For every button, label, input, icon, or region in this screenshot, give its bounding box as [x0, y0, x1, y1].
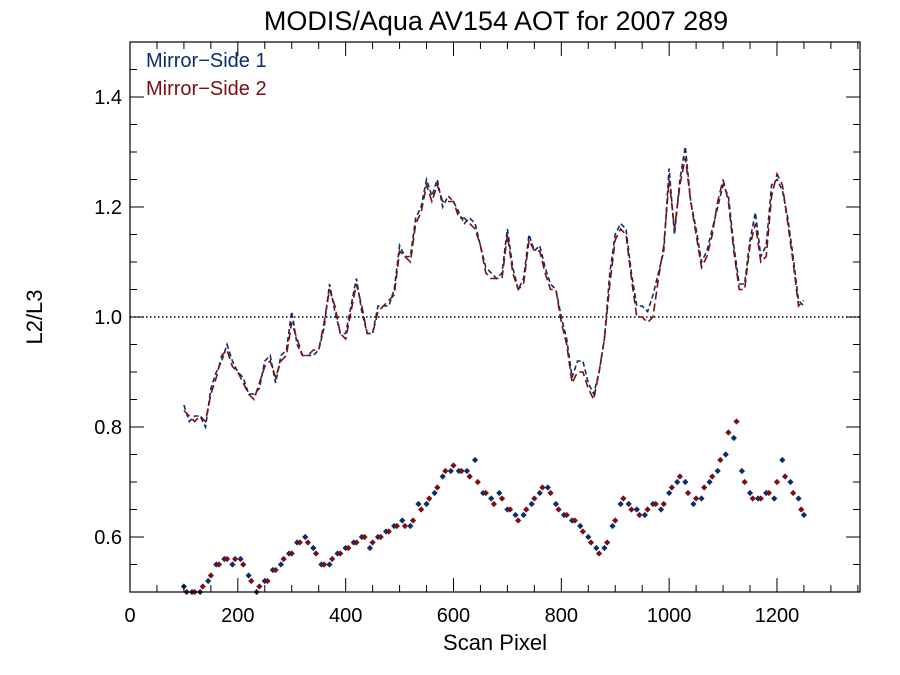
y-tick-label: 0.6 [94, 527, 122, 549]
x-tick-label: 400 [329, 605, 362, 627]
x-tick-label: 200 [221, 605, 254, 627]
chart-title: MODIS/Aqua AV154 AOT for 2007 289 [264, 6, 728, 36]
y-tick-label: 1.4 [94, 87, 122, 109]
x-tick-label: 0 [124, 605, 135, 627]
y-tick-label: 0.8 [94, 417, 122, 439]
legend-entry-mirror-side-1: Mirror−Side 1 [146, 50, 267, 72]
x-tick-label: 600 [437, 605, 470, 627]
x-tick-label: 800 [545, 605, 578, 627]
chart: MODIS/Aqua AV154 AOT for 2007 289 0 200 40… [0, 0, 900, 675]
y-axis-label: L2/L3 [22, 289, 47, 344]
legend-entry-mirror-side-2: Mirror−Side 2 [146, 78, 267, 100]
y-tick-label: 1.2 [94, 197, 122, 219]
chart-background [0, 0, 900, 675]
x-axis-label: Scan Pixel [443, 630, 547, 655]
y-tick-label: 1.0 [94, 307, 122, 329]
x-tick-label: 1200 [755, 605, 800, 627]
x-tick-label: 1000 [647, 605, 692, 627]
